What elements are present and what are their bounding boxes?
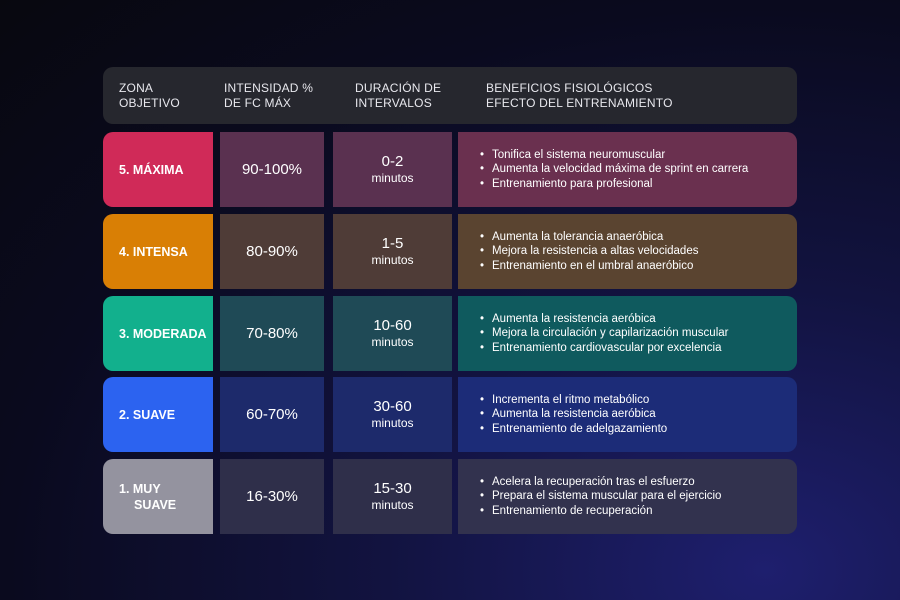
duration-cell: 30-60 minutos xyxy=(333,377,452,452)
zone-label: 4. INTENSA xyxy=(103,214,213,289)
benefit-item: Entrenamiento en el umbral anaeróbico xyxy=(480,259,698,274)
zone-label: 5. MÁXIMA xyxy=(103,132,213,207)
table-header: ZONA OBJETIVO INTENSIDAD % DE FC MÁX DUR… xyxy=(103,67,797,124)
zone-row-suave: 2. SUAVE 60-70% 30-60 minutos Incrementa… xyxy=(103,377,797,452)
benefit-item: Aumenta la velocidad máxima de sprint en… xyxy=(480,162,748,177)
intensity-value: 60-70% xyxy=(220,377,324,452)
benefits-cell: Incrementa el ritmo metabólico Aumenta l… xyxy=(458,377,797,452)
zone-row-maxima: 5. MÁXIMA 90-100% 0-2 minutos Tonifica e… xyxy=(103,132,797,207)
benefits-cell: Aumenta la resistencia aeróbica Mejora l… xyxy=(458,296,797,371)
duration-value: 1-5 xyxy=(381,235,404,252)
zone-label-line1: 1. MUY xyxy=(119,481,161,496)
benefit-item: Mejora la circulación y capilarización m… xyxy=(480,326,728,341)
header-intensity-line1: INTENSIDAD % xyxy=(224,81,314,95)
intensity-value: 90-100% xyxy=(220,132,324,207)
zone-label: 2. SUAVE xyxy=(103,377,213,452)
duration-cell: 10-60 minutos xyxy=(333,296,452,371)
benefit-item: Aumenta la resistencia aeróbica xyxy=(480,407,667,422)
duration-unit: minutos xyxy=(371,498,414,512)
intensity-value: 16-30% xyxy=(220,459,324,534)
benefit-item: Aumenta la tolerancia anaeróbica xyxy=(480,230,698,245)
benefit-item: Incrementa el ritmo metabólico xyxy=(480,393,667,408)
header-duration: DURACIÓN DE INTERVALOS xyxy=(355,81,441,111)
benefits-cell: Tonifica el sistema neuromuscular Aument… xyxy=(458,132,797,207)
duration-value: 15-30 xyxy=(373,480,412,497)
zone-row-muy-suave: 1. MUY SUAVE 16-30% 15-30 minutos Aceler… xyxy=(103,459,797,534)
duration-value: 0-2 xyxy=(381,153,404,170)
duration-cell: 1-5 minutos xyxy=(333,214,452,289)
zone-label-line2: SUAVE xyxy=(134,497,177,512)
benefit-item: Entrenamiento de adelgazamiento xyxy=(480,422,667,437)
duration-unit: minutos xyxy=(371,171,414,185)
benefit-item: Entrenamiento de recuperación xyxy=(480,504,721,519)
duration-value: 10-60 xyxy=(373,317,412,334)
duration-cell: 15-30 minutos xyxy=(333,459,452,534)
intensity-value: 70-80% xyxy=(220,296,324,371)
benefit-item: Mejora la resistencia a altas velocidade… xyxy=(480,244,698,259)
header-zone-line1: ZONA xyxy=(119,81,154,95)
header-duration-line1: DURACIÓN DE xyxy=(355,81,442,95)
zone-row-intensa: 4. INTENSA 80-90% 1-5 minutos Aumenta la… xyxy=(103,214,797,289)
benefit-item: Entrenamiento para profesional xyxy=(480,177,748,192)
benefit-item: Aumenta la resistencia aeróbica xyxy=(480,312,728,327)
duration-value: 30-60 xyxy=(373,398,412,415)
intensity-value: 80-90% xyxy=(220,214,324,289)
header-duration-line2: INTERVALOS xyxy=(355,96,432,110)
benefits-cell: Aumenta la tolerancia anaeróbica Mejora … xyxy=(458,214,797,289)
zone-row-moderada: 3. MODERADA 70-80% 10-60 minutos Aumenta… xyxy=(103,296,797,371)
header-zone: ZONA OBJETIVO xyxy=(119,81,180,111)
header-zone-line2: OBJETIVO xyxy=(119,96,180,110)
header-benefits-line2: EFECTO DEL ENTRENAMIENTO xyxy=(486,96,673,110)
header-intensity-line2: DE FC MÁX xyxy=(224,96,292,110)
duration-unit: minutos xyxy=(371,416,414,430)
header-intensity: INTENSIDAD % DE FC MÁX xyxy=(224,81,313,111)
benefit-item: Acelera la recuperación tras el esfuerzo xyxy=(480,475,721,490)
duration-unit: minutos xyxy=(371,253,414,267)
benefit-item: Tonifica el sistema neuromuscular xyxy=(480,148,748,163)
benefit-item: Entrenamiento cardiovascular por excelen… xyxy=(480,341,728,356)
zone-label: 1. MUY SUAVE xyxy=(103,459,213,534)
benefit-item: Prepara el sistema muscular para el ejer… xyxy=(480,489,721,504)
benefits-cell: Acelera la recuperación tras el esfuerzo… xyxy=(458,459,797,534)
header-benefits-line1: BENEFICIOS FISIOLÓGICOS xyxy=(486,81,653,95)
duration-cell: 0-2 minutos xyxy=(333,132,452,207)
zone-label: 3. MODERADA xyxy=(103,296,213,371)
header-benefits: BENEFICIOS FISIOLÓGICOS EFECTO DEL ENTRE… xyxy=(486,81,673,111)
duration-unit: minutos xyxy=(371,335,414,349)
